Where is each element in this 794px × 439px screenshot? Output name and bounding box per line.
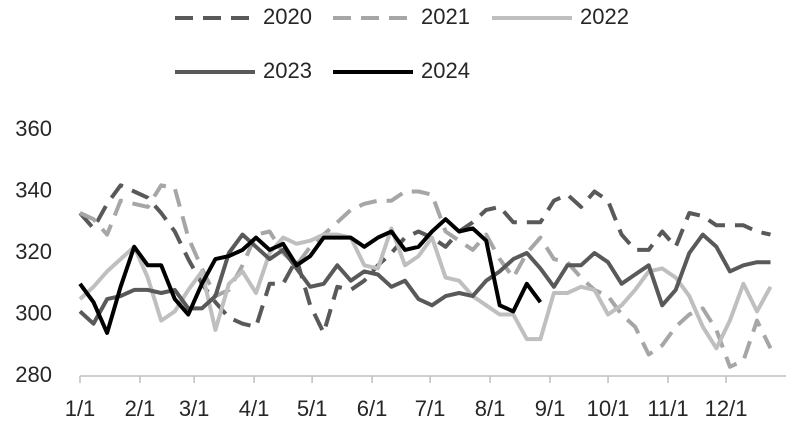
- series-line: [78, 183, 771, 335]
- legend-label: 2020: [263, 4, 312, 29]
- y-tick-label: 340: [15, 177, 52, 202]
- y-tick-label: 320: [15, 239, 52, 264]
- legend-label: 2023: [263, 58, 312, 83]
- series-line: [78, 232, 771, 326]
- x-tick-label: 6/1: [357, 396, 388, 421]
- x-tick-label: 8/1: [475, 396, 506, 421]
- x-tick-label: 3/1: [179, 396, 210, 421]
- x-tick-label: 10/1: [587, 396, 630, 421]
- legend-label: 2024: [421, 58, 470, 83]
- x-tick-label: 9/1: [535, 396, 566, 421]
- legend-label: 2022: [580, 4, 629, 29]
- y-tick-label: 280: [15, 362, 52, 387]
- series-line: [79, 183, 773, 369]
- x-tick-label: 5/1: [297, 396, 328, 421]
- x-tick-label: 7/1: [415, 396, 446, 421]
- x-tick-label: 1/1: [65, 396, 96, 421]
- legend-label: 2021: [421, 4, 470, 29]
- x-tick-label: 4/1: [239, 396, 270, 421]
- y-tick-label: 360: [15, 116, 52, 141]
- x-tick-label: 11/1: [647, 396, 688, 421]
- series-line: [78, 226, 773, 351]
- series-line: [78, 217, 543, 335]
- x-tick-label: 12/1: [705, 396, 748, 421]
- y-tick-label: 300: [15, 300, 52, 325]
- x-tick-label: 2/1: [125, 396, 156, 421]
